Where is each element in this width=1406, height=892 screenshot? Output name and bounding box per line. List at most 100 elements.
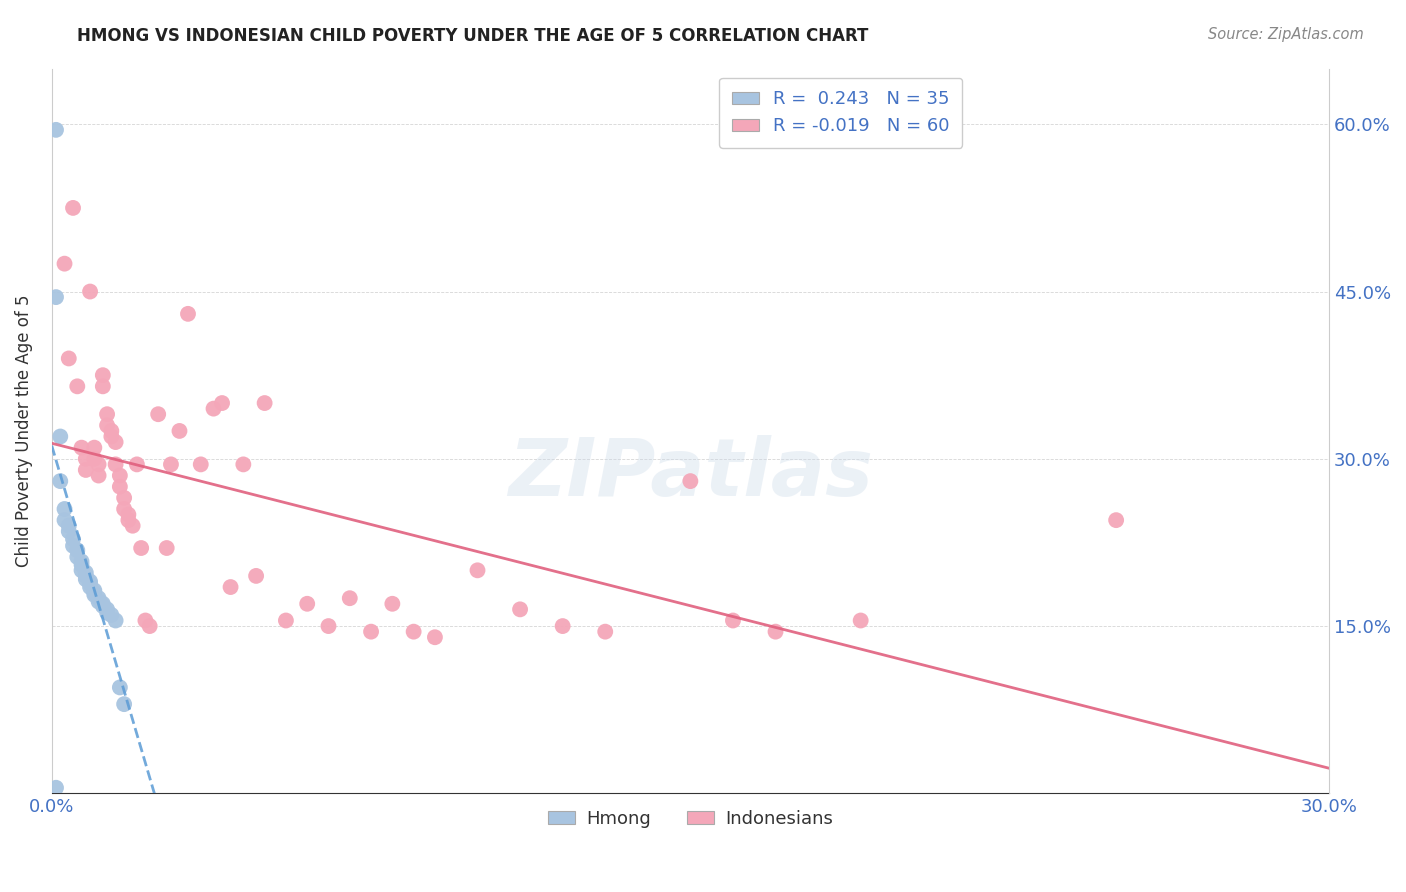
Point	[53, 257, 76, 271]
Point	[679, 474, 702, 488]
Point	[96, 606, 118, 620]
Point	[160, 458, 183, 472]
Point	[79, 580, 101, 594]
Y-axis label: Child Poverty Under the Age of 5: Child Poverty Under the Age of 5	[15, 294, 32, 567]
Point	[91, 379, 114, 393]
Text: ZIPatlas: ZIPatlas	[508, 435, 873, 514]
Point	[75, 463, 97, 477]
Point	[83, 451, 105, 466]
Point	[849, 614, 872, 628]
Point	[104, 458, 127, 472]
Point	[45, 780, 67, 795]
Point	[1105, 513, 1128, 527]
Text: Source: ZipAtlas.com: Source: ZipAtlas.com	[1208, 27, 1364, 42]
Point	[274, 614, 297, 628]
Point	[381, 597, 404, 611]
Point	[58, 524, 80, 539]
Point	[87, 458, 110, 472]
Point	[402, 624, 425, 639]
Point	[169, 424, 191, 438]
Point	[75, 569, 97, 583]
Point	[83, 441, 105, 455]
Point	[134, 614, 156, 628]
Point	[87, 591, 110, 606]
Point	[765, 624, 787, 639]
Point	[129, 541, 152, 555]
Point	[318, 619, 340, 633]
Point	[100, 607, 122, 622]
Point	[66, 379, 89, 393]
Point	[62, 201, 84, 215]
Point	[211, 396, 233, 410]
Point	[58, 518, 80, 533]
Point	[66, 549, 89, 564]
Legend: Hmong, Indonesians: Hmong, Indonesians	[541, 803, 839, 835]
Point	[49, 474, 72, 488]
Point	[253, 396, 276, 410]
Point	[53, 513, 76, 527]
Point	[49, 429, 72, 443]
Point	[75, 572, 97, 586]
Point	[190, 458, 212, 472]
Point	[75, 451, 97, 466]
Text: HMONG VS INDONESIAN CHILD POVERTY UNDER THE AGE OF 5 CORRELATION CHART: HMONG VS INDONESIAN CHILD POVERTY UNDER …	[77, 27, 869, 45]
Point	[112, 697, 135, 711]
Point	[70, 441, 93, 455]
Point	[121, 518, 143, 533]
Point	[83, 583, 105, 598]
Point	[104, 435, 127, 450]
Point	[70, 554, 93, 568]
Point	[156, 541, 179, 555]
Point	[100, 429, 122, 443]
Point	[219, 580, 242, 594]
Point	[58, 351, 80, 366]
Point	[551, 619, 574, 633]
Point	[62, 532, 84, 546]
Point	[83, 588, 105, 602]
Point	[721, 614, 744, 628]
Point	[202, 401, 225, 416]
Point	[96, 407, 118, 421]
Point	[83, 585, 105, 599]
Point	[87, 468, 110, 483]
Point	[100, 424, 122, 438]
Point	[66, 543, 89, 558]
Point	[75, 566, 97, 580]
Point	[108, 480, 131, 494]
Point	[91, 368, 114, 383]
Point	[79, 285, 101, 299]
Point	[117, 508, 139, 522]
Point	[177, 307, 200, 321]
Point	[87, 594, 110, 608]
Point	[125, 458, 148, 472]
Point	[138, 619, 160, 633]
Point	[295, 597, 318, 611]
Point	[79, 576, 101, 591]
Point	[108, 681, 131, 695]
Point	[360, 624, 382, 639]
Point	[79, 574, 101, 589]
Point	[232, 458, 254, 472]
Point	[112, 502, 135, 516]
Point	[108, 468, 131, 483]
Point	[96, 602, 118, 616]
Point	[467, 563, 489, 577]
Point	[423, 630, 446, 644]
Point	[91, 599, 114, 613]
Point	[70, 558, 93, 572]
Point	[117, 513, 139, 527]
Point	[62, 539, 84, 553]
Point	[148, 407, 170, 421]
Point	[91, 597, 114, 611]
Point	[45, 290, 67, 304]
Point	[70, 563, 93, 577]
Point	[509, 602, 531, 616]
Point	[104, 614, 127, 628]
Point	[45, 123, 67, 137]
Point	[593, 624, 616, 639]
Point	[339, 591, 361, 606]
Point	[245, 569, 267, 583]
Point	[96, 418, 118, 433]
Point	[53, 502, 76, 516]
Point	[112, 491, 135, 505]
